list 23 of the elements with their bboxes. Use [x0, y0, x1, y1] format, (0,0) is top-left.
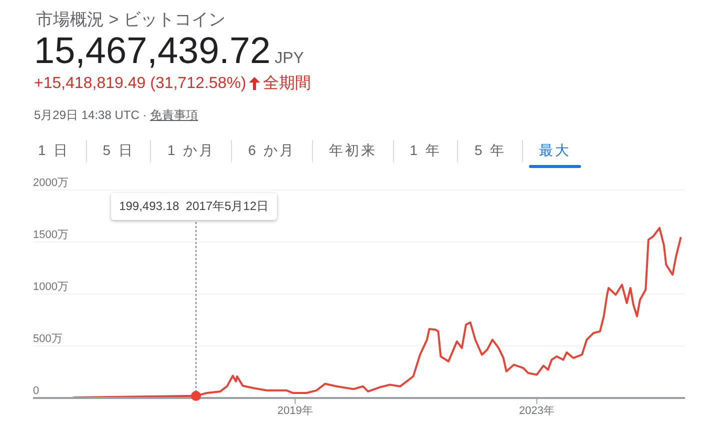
y-tick-label: 2000万	[33, 177, 68, 189]
y-tick-label: 1000万	[33, 281, 68, 293]
chart-subtitle: 15,467,439.72	[34, 30, 271, 72]
chart-title: 市場概況 > ビットコイン	[36, 9, 226, 31]
annotation: 199,493.18 2017年5月12日	[111, 193, 277, 220]
text: 5 年	[473, 142, 508, 160]
y-tick-label: 500万	[33, 333, 62, 345]
y-tick-label: 0	[33, 385, 40, 397]
x-tick-label: 2019年	[277, 404, 313, 417]
text: 年初来	[328, 142, 378, 160]
text: 1 年	[408, 142, 442, 160]
y-tick-label: 1500万	[33, 229, 68, 241]
text: 全期間	[263, 74, 312, 94]
text: 最大	[538, 142, 572, 160]
text: 5 日	[102, 142, 136, 160]
text: +15,418,819.49 (31,712.58%)	[34, 74, 246, 92]
text: 5月29日 14:38 UTC ·	[34, 108, 147, 122]
text: 6 か月	[247, 142, 297, 160]
text: 1 か月	[166, 142, 216, 160]
text: 1 日	[37, 142, 71, 160]
x-tick-label: 2023年	[519, 404, 555, 417]
text: 免責事項	[150, 108, 198, 122]
text: JPY	[274, 50, 304, 68]
